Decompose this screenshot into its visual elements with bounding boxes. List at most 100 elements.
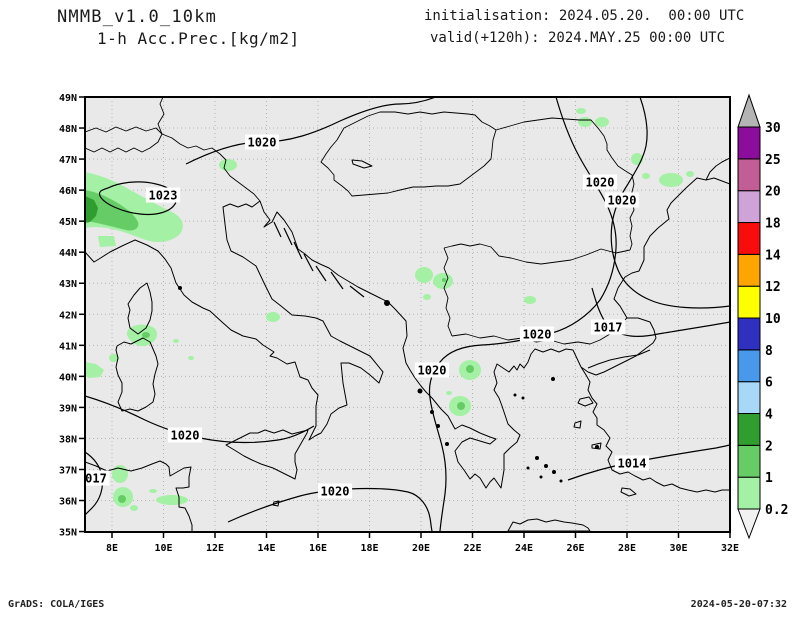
precip-patch bbox=[85, 196, 98, 223]
x-axis-label: 12E bbox=[206, 543, 224, 554]
colorbar-level-label: 30 bbox=[765, 121, 781, 136]
country-border bbox=[320, 111, 497, 197]
precip-patch bbox=[578, 117, 592, 127]
precip-patch bbox=[112, 465, 128, 483]
country-border bbox=[157, 97, 165, 135]
precip-patch bbox=[156, 495, 188, 505]
y-axis-label: 43N bbox=[59, 279, 77, 290]
precip-patch bbox=[524, 296, 536, 304]
isobar-contour bbox=[610, 97, 730, 309]
island-dot bbox=[417, 388, 423, 394]
island-sliver bbox=[293, 241, 303, 260]
y-axis-label: 49N bbox=[59, 93, 77, 104]
coastline bbox=[351, 159, 373, 169]
precip-patch bbox=[126, 324, 158, 347]
x-axis-label: 22E bbox=[463, 543, 481, 554]
coastline bbox=[127, 282, 153, 335]
precip-patch bbox=[659, 173, 683, 187]
y-axis-label: 46N bbox=[59, 186, 77, 197]
y-axis-label: 47N bbox=[59, 155, 77, 166]
island-dot bbox=[551, 377, 555, 381]
precip-patch bbox=[423, 294, 431, 300]
coastline-layer bbox=[85, 157, 730, 532]
isobar-label: 1020 bbox=[171, 429, 200, 443]
y-axis-label: 44N bbox=[59, 248, 77, 259]
isobar-label-box bbox=[604, 192, 640, 208]
island-sliver bbox=[315, 265, 327, 282]
isobar-label-box bbox=[317, 483, 353, 499]
coastline bbox=[259, 200, 582, 489]
island-sliver bbox=[349, 285, 365, 298]
island-dot bbox=[595, 445, 599, 449]
y-axis-label: 40N bbox=[59, 372, 77, 383]
country-border bbox=[161, 133, 261, 202]
isobar-label-layer: 1020 1023 1020 1020 1020 1017 1020 1020 1020 1014… bbox=[82, 134, 650, 499]
coastline bbox=[580, 337, 657, 376]
isobar-contour bbox=[85, 451, 104, 516]
country-border bbox=[443, 243, 631, 265]
x-axis-label: 28E bbox=[618, 543, 636, 554]
colorbar-level-label: 14 bbox=[765, 248, 781, 263]
isobar-contour bbox=[185, 97, 437, 165]
isobar-contour bbox=[567, 444, 730, 481]
colorbar-segment bbox=[737, 413, 761, 446]
coast-marker bbox=[384, 300, 390, 306]
coastline bbox=[85, 460, 193, 532]
x-axis-label: 18E bbox=[360, 543, 378, 554]
island-dot bbox=[178, 286, 182, 290]
colorbar-level-label: 18 bbox=[765, 217, 781, 232]
colorbar-segment bbox=[737, 349, 761, 383]
coastline bbox=[115, 337, 159, 412]
colorbar-segment bbox=[737, 190, 761, 224]
precip-patch bbox=[219, 159, 237, 171]
coastline bbox=[573, 420, 582, 429]
precip-patch bbox=[188, 356, 194, 360]
colorbar-segment bbox=[737, 317, 761, 351]
precip-patch bbox=[595, 117, 609, 127]
coastline bbox=[85, 200, 384, 441]
colorbar-level-label: 6 bbox=[765, 376, 773, 391]
isobar-label: 1020 bbox=[608, 194, 637, 208]
isobar-label-box bbox=[590, 319, 626, 335]
isobar-label: 1020 bbox=[321, 485, 350, 499]
colorbar-level-label: 25 bbox=[765, 153, 781, 168]
colorbar-level-label: 4 bbox=[765, 408, 773, 423]
isobar-label-box bbox=[614, 455, 650, 471]
colorbar-level-label: 1 bbox=[765, 471, 773, 486]
precip-patch bbox=[442, 278, 446, 282]
colorbar-segment bbox=[737, 285, 761, 319]
colorbar-level-label: 2 bbox=[765, 439, 773, 454]
country-border bbox=[443, 247, 453, 337]
isobar-label: 1020 bbox=[248, 136, 277, 150]
precip-patch bbox=[85, 362, 104, 378]
colorbar-segment bbox=[737, 222, 761, 255]
colorbar-level-label: 0.2 bbox=[765, 503, 788, 518]
y-axis-label: 45N bbox=[59, 217, 77, 228]
precip-patch bbox=[98, 236, 116, 247]
coastline bbox=[577, 396, 594, 407]
isobar-label-box bbox=[582, 174, 618, 190]
isobar-label: 1017 bbox=[594, 321, 623, 335]
precip-patch bbox=[457, 402, 465, 410]
precip-patch bbox=[85, 190, 139, 231]
precip-patch bbox=[173, 339, 179, 343]
isobar-contour bbox=[98, 181, 177, 216]
precip-patch bbox=[415, 267, 433, 283]
island-dot bbox=[559, 479, 563, 483]
y-axis-label: 37N bbox=[59, 465, 77, 476]
precip-patch bbox=[576, 108, 586, 114]
x-axis-label: 14E bbox=[257, 543, 275, 554]
island-dot bbox=[552, 470, 556, 474]
grads-credit: GrADS: COLA/IGES bbox=[8, 599, 105, 610]
isobar-label-box bbox=[244, 134, 280, 150]
y-axis-label: 36N bbox=[59, 497, 77, 508]
isobar-contour bbox=[591, 287, 730, 337]
y-axis-label: 41N bbox=[59, 341, 77, 352]
colorbar-segment bbox=[737, 476, 761, 510]
isobar-label: 1023 bbox=[149, 189, 178, 203]
country-border bbox=[495, 117, 635, 251]
precip-patch bbox=[118, 495, 126, 503]
y-axis-label: 48N bbox=[59, 124, 77, 135]
precip-patch bbox=[642, 173, 650, 179]
